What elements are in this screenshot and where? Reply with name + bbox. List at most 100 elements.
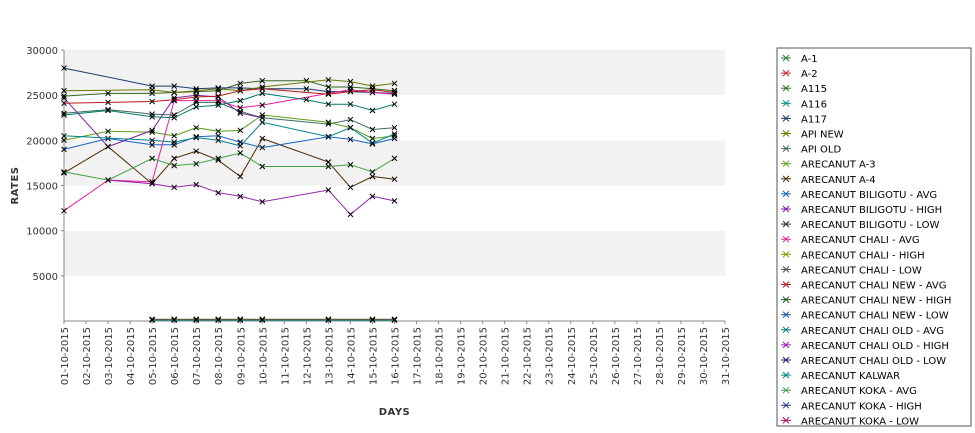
series-line — [63, 89, 395, 212]
y-axis-title: RATES — [10, 166, 21, 204]
data-point — [105, 177, 111, 183]
x-tick-label: 23-10-2015 — [545, 327, 556, 385]
data-point — [171, 89, 178, 96]
x-axis-title: DAYS — [379, 407, 411, 418]
x-tick-label: 09-10-2015 — [236, 327, 247, 385]
data-point — [325, 91, 332, 98]
legend-marker — [782, 296, 790, 303]
data-point — [325, 119, 332, 126]
legend-item: ARECANUT CHALI OLD - HIGH — [781, 341, 949, 352]
legend-item: ARECANUT BILIGOTU - AVG — [781, 190, 937, 201]
legend-item: ARECANUT BILIGOTU - LOW — [781, 220, 939, 231]
data-point — [149, 137, 155, 144]
data-point — [259, 85, 266, 92]
data-point — [325, 90, 332, 97]
data-point — [215, 93, 222, 99]
data-point — [237, 97, 244, 104]
legend-label: A115 — [801, 84, 827, 95]
data-point — [193, 134, 200, 141]
data-point — [391, 124, 398, 131]
x-tick-label: 29-10-2015 — [677, 327, 688, 385]
data-point — [149, 180, 155, 187]
x-tick-label: 30-10-2015 — [699, 327, 710, 385]
data-point — [215, 97, 222, 104]
data-point — [259, 90, 266, 97]
legend-label: ARECANUT CHALI OLD - HIGH — [801, 341, 949, 352]
legend-marker — [782, 281, 790, 288]
data-point — [303, 85, 310, 92]
data-point — [215, 128, 222, 135]
data-point — [347, 136, 354, 143]
data-point — [215, 137, 222, 144]
data-point — [215, 132, 222, 139]
legend-label: ARECANUT CHALI - HIGH — [801, 250, 925, 261]
legend-label: ARECANUT A-3 — [801, 160, 876, 171]
data-point — [347, 116, 354, 123]
legend-label: ARECANUT CHALI OLD - AVG — [801, 326, 944, 337]
x-tick-label: 08-10-2015 — [214, 327, 225, 385]
legend-label: A116 — [801, 99, 827, 110]
data-point — [369, 86, 376, 93]
legend-marker — [782, 160, 790, 168]
data-point — [391, 317, 398, 323]
legend-label: API OLD — [801, 145, 841, 156]
data-point — [391, 89, 398, 96]
data-point — [61, 207, 67, 214]
x-tick-label: 14-10-2015 — [346, 327, 357, 385]
data-point — [369, 173, 376, 180]
data-point — [347, 161, 354, 168]
x-tick-label: 01-10-2015 — [60, 327, 71, 385]
y-tick-label: 25000 — [26, 91, 58, 102]
legend-marker — [782, 175, 790, 183]
data-point — [171, 162, 178, 169]
legend-marker — [782, 371, 790, 379]
x-tick-label: 18-10-2015 — [435, 327, 446, 385]
axes — [61, 49, 726, 324]
data-point — [215, 155, 222, 162]
data-point — [369, 107, 376, 114]
data-point — [259, 119, 266, 126]
data-point — [193, 160, 200, 167]
data-point — [347, 88, 354, 95]
data-point — [193, 317, 200, 323]
data-point — [391, 135, 398, 142]
data-point — [391, 176, 398, 183]
x-tick-label: 05-10-2015 — [148, 327, 159, 385]
data-point — [347, 184, 354, 191]
x-tick-label: 15-10-2015 — [368, 327, 379, 385]
legend-marker — [782, 356, 790, 364]
data-point — [105, 143, 111, 150]
legend-marker — [782, 386, 790, 394]
series-group — [61, 92, 266, 150]
series-lines — [61, 65, 398, 323]
grid-band — [64, 275, 725, 321]
legend-marker — [782, 205, 790, 213]
data-point — [325, 317, 332, 323]
legend-item: A115 — [781, 84, 827, 95]
legend-marker — [782, 220, 790, 228]
data-point — [215, 85, 222, 92]
legend-label: A-2 — [801, 69, 818, 80]
data-point — [215, 317, 222, 323]
data-point — [259, 77, 266, 84]
data-point — [193, 94, 200, 100]
legend-item: ARECANUT CHALI OLD - AVG — [781, 326, 944, 337]
data-point — [237, 110, 244, 117]
x-tick-label: 10-10-2015 — [258, 327, 269, 385]
x-tick-label: 04-10-2015 — [126, 327, 137, 385]
data-point — [369, 317, 376, 323]
data-point — [369, 140, 376, 146]
data-point — [325, 187, 332, 193]
data-point — [259, 198, 266, 205]
legend-marker — [782, 84, 790, 92]
legend-marker — [782, 417, 790, 424]
legend-label: ARECANUT KOKA - LOW — [801, 416, 919, 427]
series-group — [149, 317, 398, 323]
legend-item: ARECANUT KOKA - LOW — [781, 416, 919, 427]
x-tick-label: 26-10-2015 — [611, 327, 622, 385]
series-line — [63, 135, 395, 150]
legend: A-1 A-2 A115 A116 A117 API NEW API OLD ARECANUT… — [776, 47, 972, 427]
x-tick-label: 20-10-2015 — [479, 327, 490, 385]
legend-marker — [782, 341, 790, 349]
x-tick-label: 03-10-2015 — [104, 327, 115, 385]
